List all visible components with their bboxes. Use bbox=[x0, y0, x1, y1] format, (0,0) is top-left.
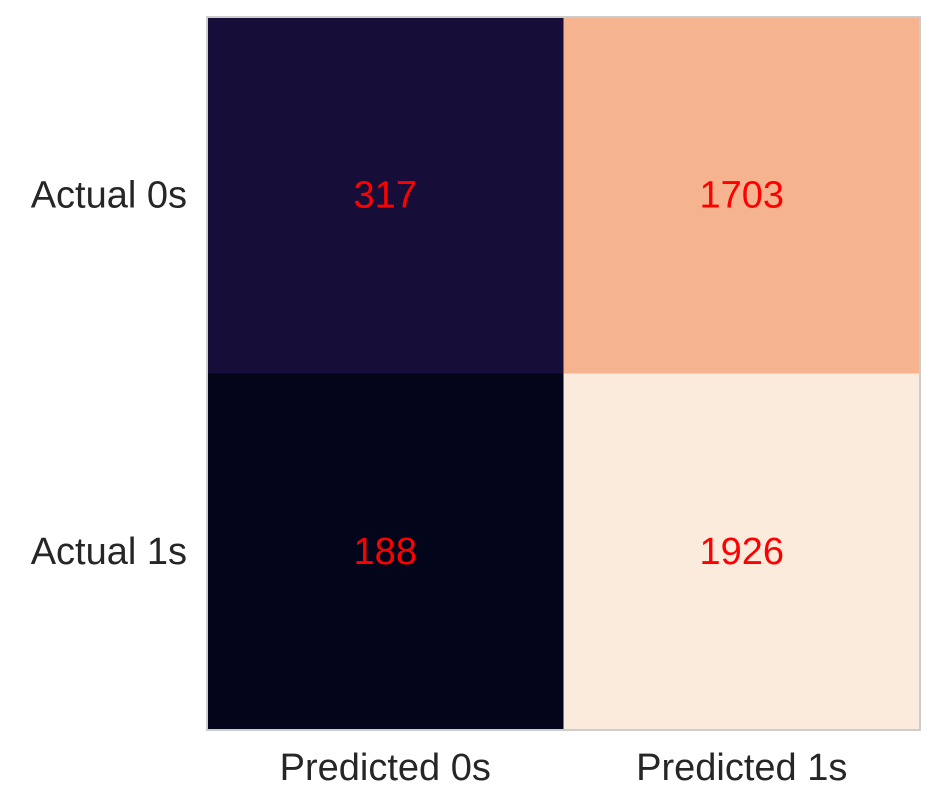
cell-value-labels: 317 1703 188 1926 bbox=[354, 174, 784, 573]
heatmap-cell-r1-c0 bbox=[207, 373, 564, 731]
x-tick-labels: Predicted 0s Predicted 1s bbox=[280, 747, 848, 789]
cell-value-r0-c1: 1703 bbox=[699, 174, 784, 216]
heatmap-cell-r0-c0 bbox=[207, 17, 564, 374]
plot-frame bbox=[206, 16, 921, 731]
x-tick-label: Predicted 0s bbox=[280, 747, 491, 789]
cell-value-r0-c0: 317 bbox=[354, 174, 417, 216]
heatmap-cell-r1-c1 bbox=[563, 373, 921, 731]
cell-value-r1-c0: 188 bbox=[354, 531, 417, 573]
cell-value-r1-c1: 1926 bbox=[699, 531, 784, 573]
heatmap-cells bbox=[207, 17, 921, 731]
y-tick-label: Actual 1s bbox=[31, 531, 187, 573]
x-tick-label: Predicted 1s bbox=[636, 747, 847, 789]
y-tick-labels: Actual 0s Actual 1s bbox=[31, 174, 187, 573]
y-tick-label: Actual 0s bbox=[31, 174, 187, 216]
heatmap-cell-r0-c1 bbox=[563, 17, 921, 374]
